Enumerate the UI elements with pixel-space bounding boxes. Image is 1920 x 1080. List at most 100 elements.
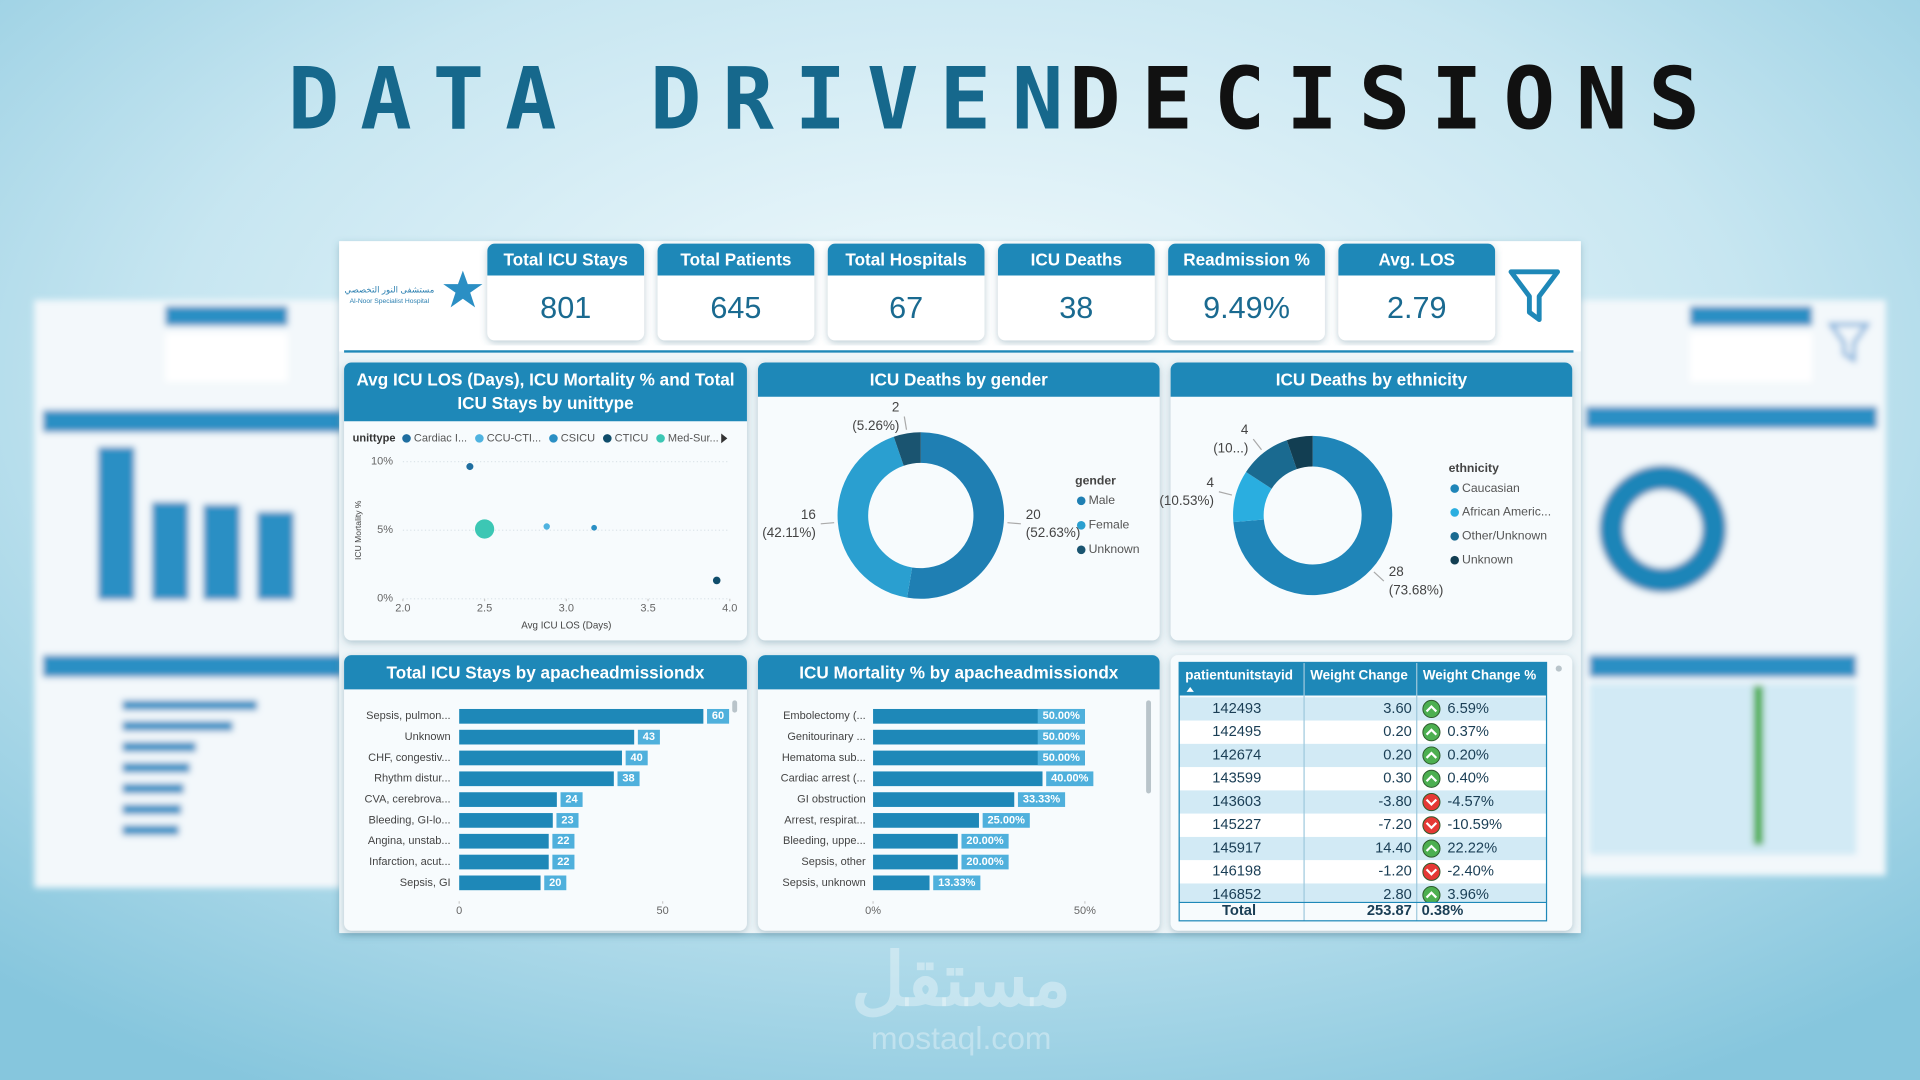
donut-slice [1233,435,1393,596]
blur-bar [122,783,184,794]
cell-id: 143599 [1212,771,1261,787]
kpi-header [487,243,645,276]
bar [873,750,1085,766]
blur-bar [122,700,258,711]
down-icon [1422,792,1441,812]
value-label: 20.00% [966,856,1004,868]
x-tick-label: 4.0 [722,602,737,614]
logo-text-ar: مستشفى النور التخصصي [344,284,434,295]
table-border [1178,661,1548,922]
cell-change: 14.40 [1375,840,1412,856]
category-label: CVA, cerebrova... [364,793,450,805]
cell-id: 143603 [1212,794,1261,810]
category-label: Sepsis, GI [400,877,451,889]
kpi-value: 38 [1059,291,1093,325]
value-label: 23 [561,814,573,826]
legend-label: Cardiac I... [414,432,467,444]
panel-title-box: Total ICU Stays by apacheadmissiondx [387,662,705,682]
value-label-box [1046,771,1094,787]
blur-header [42,410,343,433]
category-label: Sepsis, unknown [782,877,865,889]
donut-slice [837,436,913,598]
blur-filter-icon [1826,322,1871,364]
legend-title: gender [1075,473,1116,487]
legend-label: Other/Unknown [1462,529,1547,543]
x-tick-label: 50 [657,905,669,917]
panel-title: ICU Deaths by gender [869,369,1048,389]
cell-change-pct: -4.57% [1447,794,1494,810]
value-label-box [982,813,1030,828]
bar [873,854,958,870]
cell-change: -3.80 [1378,794,1411,810]
blur-header [1589,655,1857,678]
scrollbar [1146,700,1152,794]
icon-chevron [1425,774,1438,783]
kpi-value: 801 [540,291,591,325]
bar [459,854,549,870]
legend-swatch [1076,521,1086,530]
table-row [1179,860,1547,884]
kpi-header [997,243,1155,276]
total-label: Total [1222,903,1256,919]
cell-id: 146852 [1212,887,1261,903]
legend-label: CTICU [615,432,649,444]
bar [873,875,930,891]
value-label: 50.00% [1043,710,1081,722]
panel-header [757,362,1160,397]
blur-donut [1599,465,1727,593]
category-label: Hematoma sub... [782,752,866,764]
kpi-value: 645 [710,291,761,325]
blur-bar [122,804,182,815]
x-tick-label: 3.5 [640,602,655,614]
x-tick-label: 3.0 [559,602,574,614]
kpi-value: 9.49% [1203,291,1290,325]
icon-chevron [1425,704,1438,713]
up-icon [1422,839,1441,858]
legend-swatch [603,434,612,443]
value-label-box [637,729,660,745]
legend-title: ethnicity [1449,461,1500,475]
bar [873,771,1043,787]
value-label-box [1037,750,1085,766]
value-label-box [552,854,575,870]
cell-change: -7.20 [1378,817,1411,833]
icon-chevron [1425,751,1438,759]
scatter-point [474,519,495,539]
legend-swatch [1076,545,1086,555]
watermark-ar: مستقل [851,938,1071,1021]
legend-label: Unknown [1089,542,1140,556]
icon-chevron [1425,822,1438,830]
total-change: 253.87 [1367,903,1412,919]
legend-more-arrow [721,433,728,444]
value-label-box [625,750,648,766]
value-label-box [961,854,1009,870]
category-label: Infarction, acut... [369,856,450,868]
panel-header [1170,362,1573,397]
panel-title: Avg ICU LOS (Days), ICU Mortality % and … [356,369,735,413]
kpi-header [827,243,985,276]
filter-icon[interactable] [1508,269,1560,323]
kpi-label: Total ICU Stays [504,249,628,269]
sort-arrow [1186,686,1194,692]
y-axis-label: ICU Mortality % [353,500,363,560]
category-label: Embolectomy (... [783,710,866,722]
category-label: Sepsis, pulmon... [366,710,451,722]
cell-change-pct: 6.59% [1447,701,1489,717]
bar [459,875,541,891]
up-icon [1422,723,1441,742]
table-body: 142493 3.60 6.59% 142495 0.20 0.37% 142674 0.20… [1179,697,1547,903]
cell-change-pct: 0.20% [1447,747,1489,763]
scrollbar [732,700,738,713]
value-label-box [1037,729,1085,745]
value-label-box [933,875,981,891]
y-tick-label: 10% [371,456,393,468]
x-axis-label: Avg ICU LOS (Days) [521,620,611,631]
legend-title: unittype [353,432,396,444]
cell-change: 3.60 [1383,701,1412,717]
data-label: 16 [801,507,816,522]
leader-line [1252,438,1262,451]
title-part1: DATA DRIVEN [288,50,1085,150]
y-tick-label: 5% [377,524,393,536]
cell-id: 142674 [1212,747,1261,763]
kpi-label: Total Hospitals [845,249,966,269]
